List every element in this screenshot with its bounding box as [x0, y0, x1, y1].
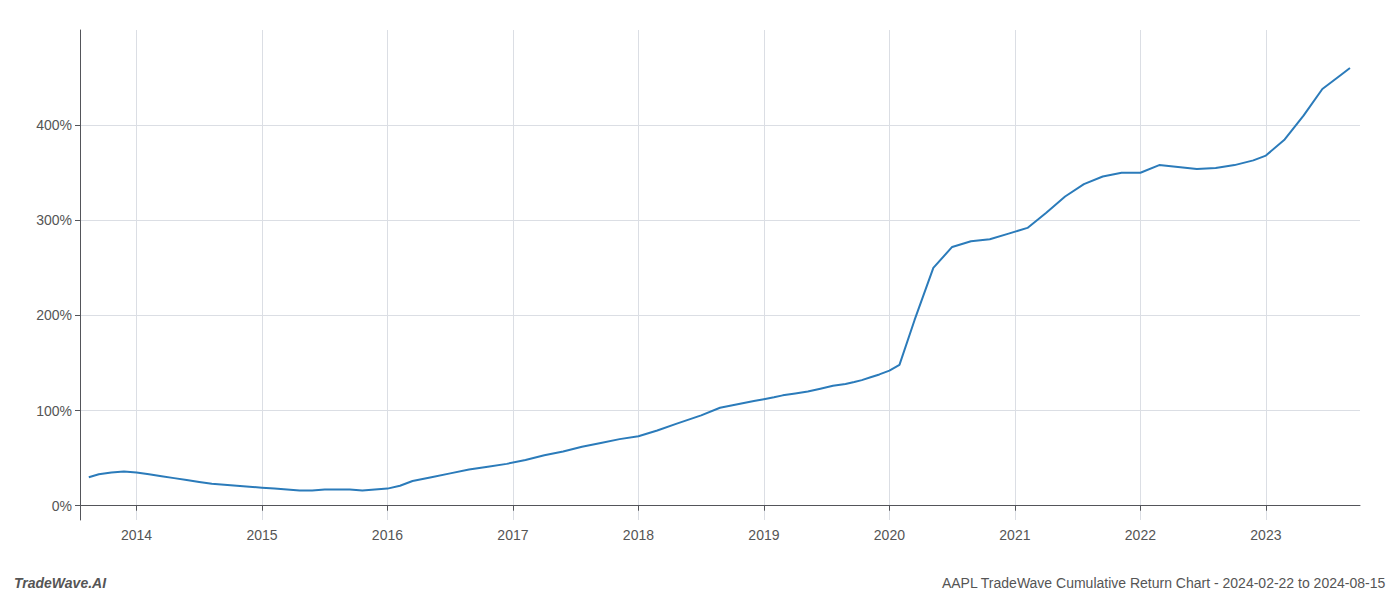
svg-text:TradeWave.AI: TradeWave.AI — [14, 575, 107, 591]
svg-text:2023: 2023 — [1250, 527, 1281, 543]
svg-text:200%: 200% — [36, 307, 72, 323]
svg-text:2016: 2016 — [372, 527, 403, 543]
svg-text:2017: 2017 — [497, 527, 528, 543]
svg-text:2019: 2019 — [748, 527, 779, 543]
svg-text:300%: 300% — [36, 212, 72, 228]
svg-text:2021: 2021 — [999, 527, 1030, 543]
svg-text:100%: 100% — [36, 403, 72, 419]
svg-text:2020: 2020 — [874, 527, 905, 543]
svg-text:AAPL TradeWave Cumulative Retu: AAPL TradeWave Cumulative Return Chart -… — [942, 575, 1386, 591]
svg-text:2022: 2022 — [1125, 527, 1156, 543]
svg-text:2018: 2018 — [623, 527, 654, 543]
svg-text:2015: 2015 — [246, 527, 277, 543]
svg-text:2014: 2014 — [121, 527, 152, 543]
svg-text:0%: 0% — [52, 498, 72, 514]
svg-text:400%: 400% — [36, 117, 72, 133]
